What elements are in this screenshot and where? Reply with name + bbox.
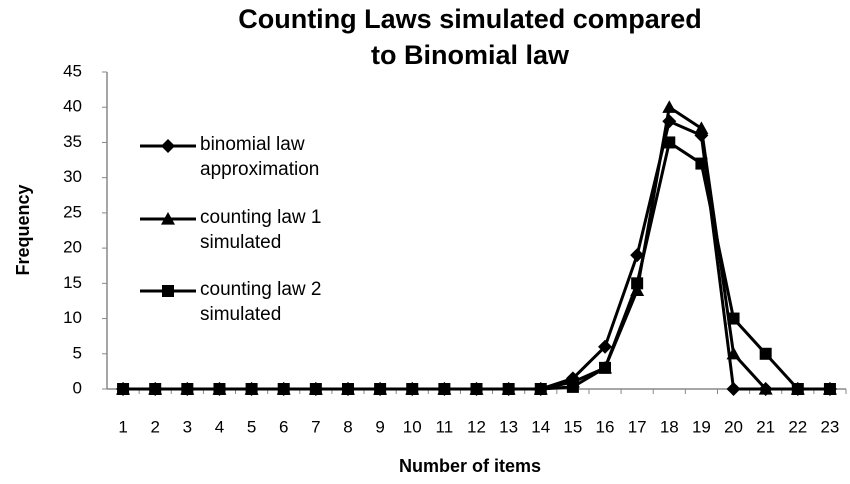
x-tick-label: 7	[311, 417, 320, 436]
x-tick-label: 9	[375, 417, 384, 436]
x-tick-label: 10	[403, 417, 422, 436]
marker	[534, 383, 547, 395]
x-tick-label: 20	[724, 417, 743, 436]
marker	[161, 139, 175, 153]
x-tick-label: 12	[467, 417, 486, 436]
marker	[631, 277, 644, 290]
x-tick-label: 17	[628, 417, 647, 436]
x-tick-label: 3	[183, 417, 192, 436]
marker	[823, 383, 836, 395]
marker	[791, 383, 804, 395]
y-tick-label: 0	[73, 378, 82, 397]
marker	[149, 383, 162, 395]
marker	[662, 100, 677, 113]
x-tick-label: 4	[215, 417, 224, 436]
x-tick-label: 18	[660, 417, 679, 436]
marker	[374, 383, 387, 395]
marker	[630, 248, 645, 263]
y-tick-label: 5	[73, 343, 82, 362]
x-tick-label: 6	[279, 417, 288, 436]
x-tick-label: 22	[788, 417, 807, 436]
marker	[277, 383, 290, 395]
x-tick-label: 21	[756, 417, 775, 436]
x-tick-label: 11	[436, 417, 454, 436]
marker	[566, 380, 579, 393]
y-tick-label: 10	[63, 308, 82, 327]
marker	[694, 121, 709, 134]
y-tick-label: 35	[63, 132, 82, 151]
marker	[726, 346, 741, 360]
legend-label: counting law 1 simulated	[200, 207, 322, 253]
marker	[117, 383, 130, 395]
x-tick-label: 5	[247, 417, 256, 436]
marker	[470, 383, 483, 395]
marker	[599, 361, 612, 374]
marker	[438, 383, 451, 395]
marker	[726, 382, 741, 396]
y-tick-label: 45	[63, 61, 82, 80]
marker	[181, 383, 194, 395]
marker	[759, 347, 772, 360]
marker	[502, 383, 515, 395]
y-axis-label: Frequency	[13, 184, 33, 275]
y-tick-label: 40	[63, 97, 82, 116]
y-tick-label: 15	[63, 273, 82, 292]
x-tick-label: 15	[563, 417, 582, 436]
marker	[695, 157, 708, 170]
marker	[663, 136, 676, 149]
x-tick-label: 14	[531, 417, 550, 436]
marker	[309, 383, 322, 395]
marker	[662, 114, 677, 129]
marker	[341, 383, 354, 395]
x-tick-label: 1	[118, 417, 127, 436]
x-tick-label: 23	[820, 417, 839, 436]
marker	[598, 339, 613, 354]
x-tick-label: 8	[343, 417, 352, 436]
x-tick-label: 2	[150, 417, 159, 436]
x-tick-label: 13	[499, 417, 518, 436]
x-tick-label: 19	[692, 417, 711, 436]
marker	[161, 212, 175, 225]
y-tick-label: 25	[63, 202, 82, 221]
x-tick-label: 16	[596, 417, 615, 436]
x-axis-label: Number of items	[399, 456, 541, 476]
chart-title: Counting Laws simulated compared	[238, 4, 702, 34]
marker	[213, 383, 226, 395]
marker	[727, 312, 740, 325]
y-tick-label: 30	[63, 167, 82, 186]
chart-title: to Binomial law	[370, 40, 570, 70]
marker	[245, 383, 258, 395]
y-tick-label: 20	[63, 238, 82, 257]
marker	[406, 383, 419, 395]
legend-label: counting law 2 simulated	[200, 279, 322, 325]
marker	[162, 285, 174, 297]
legend-label: binomial law approximation	[200, 134, 320, 180]
marker	[758, 382, 773, 395]
